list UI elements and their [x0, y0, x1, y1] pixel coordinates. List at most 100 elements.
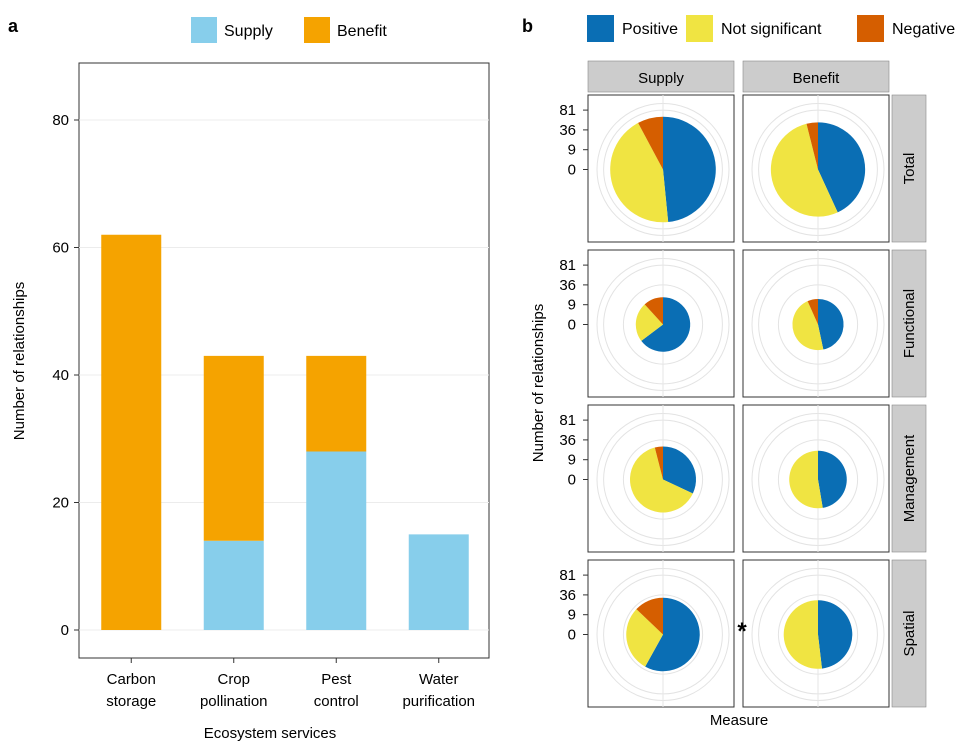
panel-b-facet-strips: Supply Benefit Total Functional Management Sp… [587, 60, 927, 708]
r-tick-label-0-spatial: 0 [568, 627, 576, 644]
legend-swatch-supply [191, 17, 217, 43]
row-strip-spatial [891, 559, 927, 708]
pie-slice-not-significant-total-benefit [770, 123, 838, 217]
panel-b-legend: Positive Not significant Negative [587, 15, 955, 42]
row-strip-label-management: Management [901, 434, 918, 522]
facet-spatial-supply: 81 36 9 0 [559, 559, 735, 708]
r-tick-label-9-functional: 9 [568, 297, 576, 314]
pie-slice-not-significant-functional-supply [635, 304, 663, 341]
x-tick-label-water-purification-line2: purification [402, 693, 475, 710]
r-tick-label-36-spatial: 36 [559, 587, 576, 604]
row-strip-label-total: Total [901, 153, 918, 185]
bar-supply-pest-control [306, 451, 367, 630]
column-strip-label-benefit: Benefit [793, 70, 841, 87]
pie-slice-not-significant-total-supply [610, 122, 669, 223]
panel-a-x-axis-label: Ecosystem services [204, 725, 337, 742]
r-tick-label-9-spatial: 9 [568, 607, 576, 624]
panel-b-x-axis-label: Measure [710, 712, 768, 729]
panel-b-label: b [522, 16, 533, 36]
pie-slice-positive-management-benefit [818, 450, 847, 508]
pie-slice-positive-spatial-supply [645, 597, 700, 672]
significance-asterisk: * [737, 618, 747, 645]
r-tick-label-0-functional: 0 [568, 317, 576, 334]
facet-management-supply: 81 36 9 0 [559, 404, 735, 553]
y-tick-label-80: 80 [52, 112, 69, 129]
x-tick-label-water-purification-line1: Water [419, 671, 458, 688]
facet-total-supply: 81 36 9 0 [559, 94, 735, 243]
pie-slice-not-significant-functional-benefit [792, 301, 824, 351]
bar-benefit-crop-pollination [203, 355, 264, 541]
pie-slice-negative-management-supply [654, 446, 663, 480]
r-tick-label-81-management: 81 [559, 412, 576, 429]
pie-slice-not-significant-spatial-benefit [783, 600, 822, 669]
r-tick-label-36-total: 36 [559, 122, 576, 139]
facet-total-benefit [742, 94, 890, 243]
panel-a-bars [101, 234, 469, 630]
r-tick-label-0-total: 0 [568, 162, 576, 179]
x-tick-label-crop-pollination-line2: pollination [200, 693, 268, 710]
row-strip-total [891, 94, 927, 243]
y-tick-label-40: 40 [52, 367, 69, 384]
column-strip-label-supply: Supply [638, 70, 684, 87]
r-tick-label-36-functional: 36 [559, 277, 576, 294]
r-tick-label-9-management: 9 [568, 452, 576, 469]
column-strip-benefit [742, 60, 890, 93]
x-tick-label-pest-control-line2: control [314, 693, 359, 710]
y-tick-label-60: 60 [52, 240, 69, 257]
panel-b-y-axis-label: Number of relationships [530, 304, 547, 462]
pie-slice-negative-total-supply [638, 116, 663, 170]
facet-management-benefit [742, 404, 890, 553]
pie-slice-negative-total-benefit [806, 122, 818, 170]
x-tick-label-carbon-storage-line2: storage [106, 693, 156, 710]
pie-slice-positive-functional-benefit [818, 298, 844, 350]
column-strip-supply [587, 60, 735, 93]
r-tick-label-0-management: 0 [568, 472, 576, 489]
legend-label-positive: Positive [622, 21, 678, 38]
row-strip-management [891, 404, 927, 553]
x-tick-label-pest-control-line1: Pest [321, 671, 352, 688]
panel-b: b Positive Not significant Negative Supply… [522, 15, 955, 729]
r-tick-label-36-management: 36 [559, 432, 576, 449]
panel-a-x-ticks: Carbon storage Crop pollination Pest control W… [106, 658, 475, 710]
pie-slice-negative-functional-benefit [807, 298, 818, 325]
pie-slice-not-significant-management-benefit [789, 450, 823, 509]
panel-a-legend: Supply Benefit [191, 17, 387, 43]
legend-label-negative: Negative [892, 21, 955, 38]
bar-supply-water-purification [408, 534, 469, 630]
r-tick-label-81-spatial: 81 [559, 567, 576, 584]
panel-a-y-axis-label: Number of relationships [11, 282, 28, 440]
legend-swatch-positive [587, 15, 614, 42]
pie-slice-not-significant-spatial-supply [626, 609, 663, 667]
legend-swatch-benefit [304, 17, 330, 43]
panel-a-label: a [8, 16, 19, 36]
x-tick-label-carbon-storage-line1: Carbon [107, 671, 156, 688]
facet-functional-supply: 81 36 9 0 [559, 249, 735, 398]
row-strip-functional [891, 249, 927, 398]
pie-slice-not-significant-management-supply [630, 447, 693, 513]
legend-swatch-negative [857, 15, 884, 42]
pie-slice-positive-management-supply [663, 446, 697, 494]
facet-spatial-benefit [742, 559, 890, 708]
y-tick-label-20: 20 [52, 495, 69, 512]
bar-benefit-carbon-storage [101, 234, 162, 630]
pie-slice-negative-functional-supply [644, 297, 663, 325]
pie-slice-positive-spatial-benefit [818, 600, 853, 669]
legend-swatch-not-significant [686, 15, 713, 42]
legend-label-supply: Supply [224, 23, 273, 40]
x-tick-label-crop-pollination-line1: Crop [217, 671, 250, 688]
panel-a-y-ticks: 0 20 40 60 80 [52, 112, 79, 639]
legend-label-benefit: Benefit [337, 23, 387, 40]
row-strip-label-functional: Functional [901, 289, 918, 358]
bar-supply-crop-pollination [203, 540, 264, 630]
facet-functional-benefit [742, 249, 890, 398]
bar-benefit-pest-control [306, 355, 367, 452]
pie-slice-negative-spatial-supply [636, 597, 663, 635]
r-tick-label-81-total: 81 [559, 102, 576, 119]
row-strip-label-spatial: Spatial [901, 611, 918, 657]
r-tick-label-81-functional: 81 [559, 257, 576, 274]
r-tick-label-9-total: 9 [568, 142, 576, 159]
pie-slice-positive-functional-supply [641, 297, 691, 352]
pie-slice-positive-total-supply [663, 116, 716, 223]
legend-label-not-significant: Not significant [721, 21, 822, 38]
